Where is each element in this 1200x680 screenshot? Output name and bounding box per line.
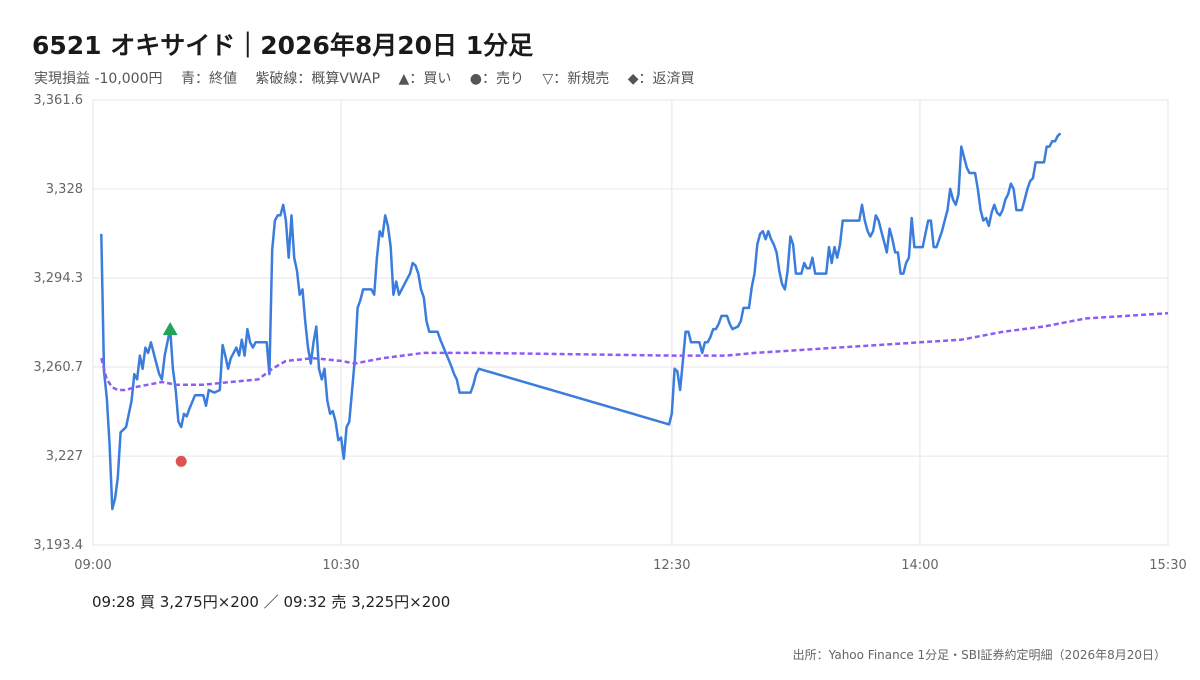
y-tick-label: 3,328 — [46, 182, 83, 197]
x-axis-ticks: 09:00 10:30 12:30 14:00 15:30 — [74, 558, 1186, 573]
y-tick-label: 3,227 — [46, 449, 83, 464]
x-tick-label: 09:00 — [74, 558, 111, 573]
legend-sell: ●：売り — [469, 71, 524, 87]
legend-short-sell: ▽：新規売 — [542, 71, 610, 87]
trade-summary: 09:28 買 3,275円×200 ／ 09:32 売 3,225円×200 — [92, 593, 451, 611]
y-tick-label: 3,193.4 — [33, 538, 83, 553]
y-axis-ticks: 3,193.4 3,227 3,260.7 3,294.3 3,328 3,361.6 — [33, 93, 83, 553]
legend-pnl: 実現損益 -10,000円 — [34, 71, 163, 87]
y-tick-label: 3,260.7 — [33, 360, 83, 375]
legend-vwap: 紫破線：概算VWAP — [255, 71, 381, 87]
close-price-line — [100, 132, 1062, 511]
chart-legend: 実現損益 -10,000円 青：終値 紫破線：概算VWAP ▲：買い ●：売り … — [34, 68, 694, 88]
sell-marker — [175, 455, 187, 467]
x-tick-label: 12:30 — [653, 558, 690, 573]
y-tick-label: 3,294.3 — [33, 271, 83, 286]
x-tick-label: 10:30 — [322, 558, 359, 573]
legend-buy-to-cover: ◆：返済買 — [627, 71, 695, 87]
vwap-line — [100, 311, 1169, 392]
series — [100, 132, 1169, 511]
grid — [92, 99, 1169, 546]
buy-marker — [162, 322, 178, 336]
source-note: 出所：Yahoo Finance 1分足・SBI証券約定明細（2026年8月20… — [792, 648, 1166, 662]
trade-markers — [162, 322, 187, 467]
legend-buy: ▲：買い — [398, 71, 452, 87]
x-tick-label: 14:00 — [901, 558, 938, 573]
x-tick-label: 15:30 — [1149, 558, 1186, 573]
y-tick-label: 3,361.6 — [33, 93, 83, 108]
chart-title: 6521 オキサイド｜2026年8月20日 1分足 — [32, 31, 534, 60]
plot-area — [92, 99, 1169, 546]
legend-close: 青：終値 — [180, 71, 237, 87]
